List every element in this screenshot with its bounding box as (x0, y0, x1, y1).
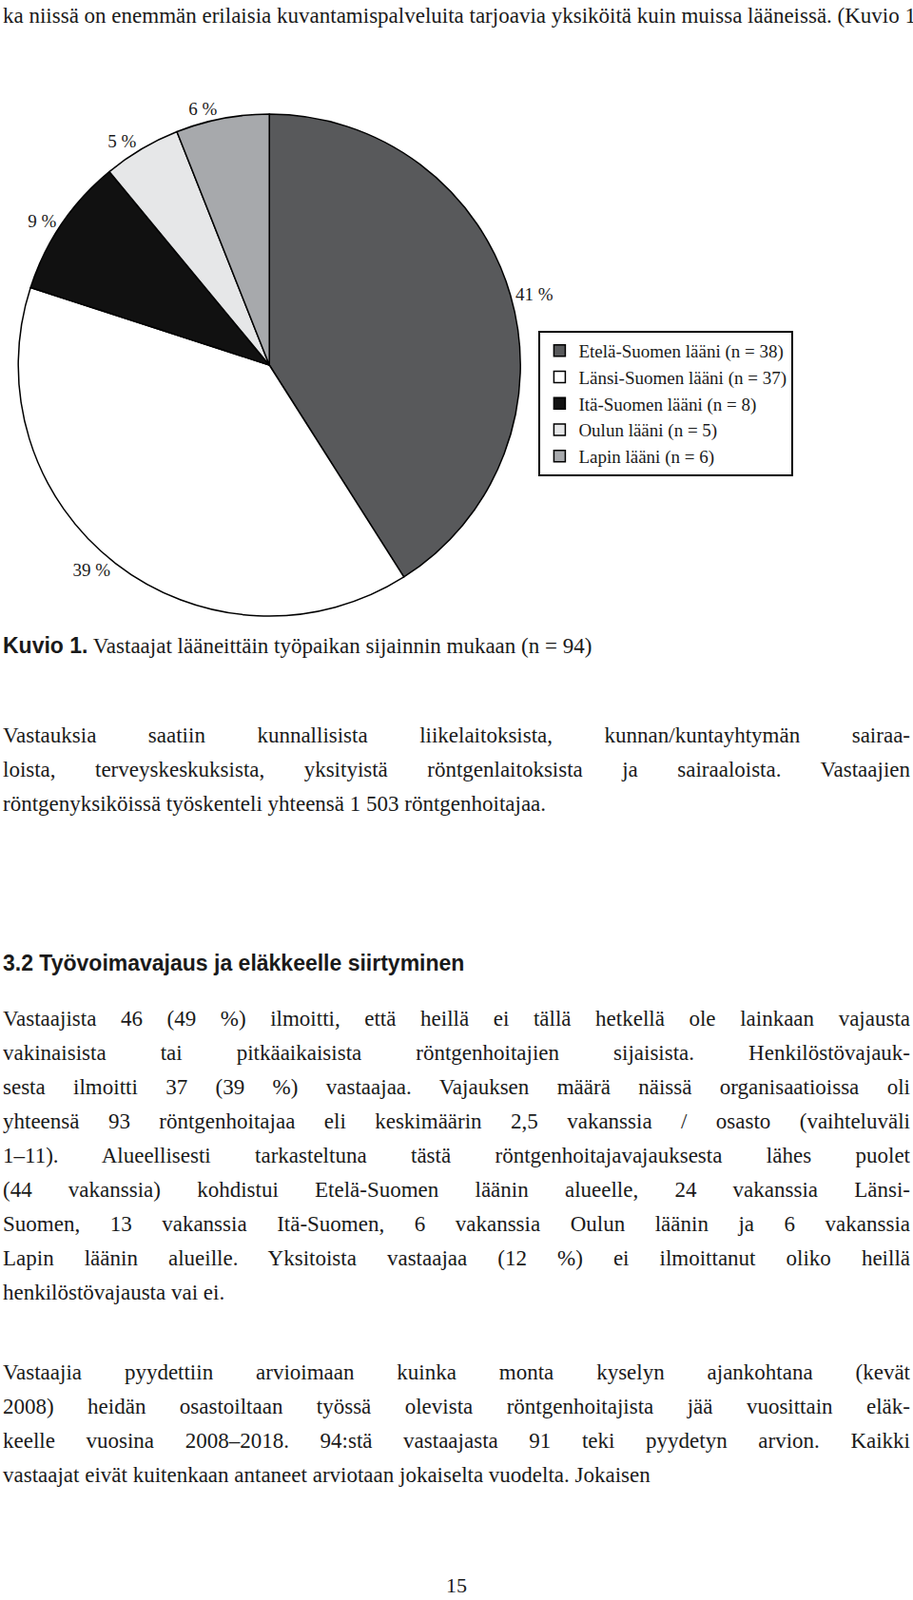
svg-text:Länsi-Suomen lääni (n = 37): Länsi-Suomen lääni (n = 37) (578, 368, 787, 389)
html-text:sesta ilmoitti 37 (39 %) vasta: sesta ilmoitti 37 (39 %) vastaajaa. Vaja… (2, 1075, 911, 1100)
svg-text:Oulun lääni (n = 5): Oulun lääni (n = 5) (578, 420, 718, 442)
svg-text:39 %: 39 % (72, 560, 111, 581)
svg-text:Etelä-Suomen lääni (n = 38): Etelä-Suomen lääni (n = 38) (578, 341, 783, 363)
html-text:2008) heidän osastoiltaan työs: 2008) heidän osastoiltaan työssä olevist… (2, 1395, 911, 1419)
html-text:(44 vakanssia) kohdistui Etelä: (44 vakanssia) kohdistui Etelä-Suomen lä… (2, 1178, 911, 1203)
html-text:vakinaisista tai pitkäaikaisis: vakinaisista tai pitkäaikaisista röntgen… (2, 1041, 911, 1066)
html-text:Vastaajia pyydettiin arvioimaa: Vastaajia pyydettiin arvioimaan kuinka m… (2, 1360, 911, 1385)
html-text:vastaajat eivät kuitenkaan ant: vastaajat eivät kuitenkaan antaneet arvi… (2, 1463, 651, 1488)
svg-text:5 %: 5 % (107, 131, 136, 152)
html-text:3.2 Työvoimavajaus ja eläkkeel: 3.2 Työvoimavajaus ja eläkkeelle siirtym… (2, 951, 465, 976)
html-text:yhteensä 93 röntgenhoitajaa el: yhteensä 93 röntgenhoitajaa eli keskimää… (2, 1109, 911, 1134)
svg-text:6 %: 6 % (188, 98, 217, 119)
html-text:Vastauksia saatiin kunnallisis: Vastauksia saatiin kunnallisista liikela… (2, 723, 911, 748)
svg-text:9 %: 9 % (27, 211, 57, 232)
html-text:röntgenyksiköissä työskenteli: röntgenyksiköissä työskenteli yhteensä 1… (2, 792, 546, 816)
html-text:Vastaajista 46 (49 %) ilmoitti: Vastaajista 46 (49 %) ilmoitti, että hei… (2, 1007, 911, 1031)
html-text:15: 15 (446, 1573, 467, 1598)
html-text:Suomen, 13 vakanssia Itä-Suome: Suomen, 13 vakanssia Itä-Suomen, 6 vakan… (2, 1212, 911, 1237)
html-text:henkilöstövajausta vai ei.: henkilöstövajausta vai ei. (2, 1281, 225, 1305)
html-text:Lapin läänin alueille. Yksitoi: Lapin läänin alueille. Yksitoista vastaa… (2, 1246, 911, 1271)
html-text:loista, terveyskeskuksista, yk: loista, terveyskeskuksista, yksityistä r… (2, 757, 911, 782)
svg-text:41 %: 41 % (515, 284, 554, 305)
svg-text:Itä-Suomen lääni (n = 8): Itä-Suomen lääni (n = 8) (578, 394, 757, 416)
html-text:1–11). Alueellisesti tarkastel: 1–11). Alueellisesti tarkasteltuna tästä… (2, 1144, 911, 1168)
html-text:Kuvio 1. Vastaajat lääneittäin: Kuvio 1. Vastaajat lääneittäin työpaikan… (2, 633, 592, 659)
html-text:keelle vuosina 2008–2018. 94:s: keelle vuosina 2008–2018. 94:stä vastaaj… (2, 1429, 911, 1454)
svg-text:Lapin lääni (n = 6): Lapin lääni (n = 6) (578, 446, 715, 468)
